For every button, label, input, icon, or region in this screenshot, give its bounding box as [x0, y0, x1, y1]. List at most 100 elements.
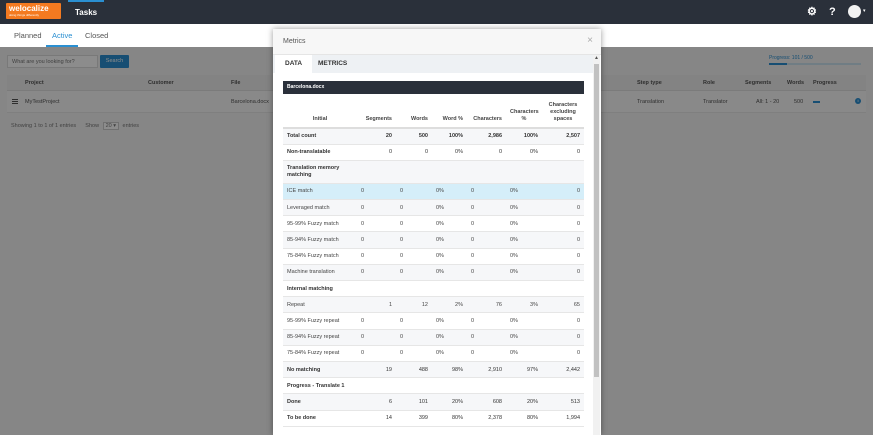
cell-characters-excl-spaces: 0 — [542, 199, 584, 217]
cell-characters: 0 — [467, 312, 506, 330]
cell-word-pct: 100% — [432, 128, 467, 145]
tab-data[interactable]: DATA — [275, 55, 313, 73]
close-icon[interactable]: × — [587, 35, 593, 46]
cell-words: 0 — [396, 264, 432, 282]
cell-characters-pct: 0% — [506, 231, 542, 249]
cell-role: Translator — [703, 99, 728, 105]
cell-word-pct: 0% — [432, 264, 467, 282]
overall-progress-bar — [769, 63, 861, 65]
info-icon[interactable]: i — [855, 98, 861, 104]
cell-characters: 76 — [467, 296, 506, 314]
row-progress-bar — [813, 101, 820, 103]
pagination-info: Showing 1 to 1 of 1 entries Show 20 ▾ en… — [11, 122, 139, 130]
header-characters-excl-spaces: Characters excluding spaces — [542, 94, 584, 129]
cell-characters: 2,910 — [467, 361, 506, 379]
row-label: 85-94% Fuzzy repeat — [283, 329, 357, 346]
menu-icon[interactable] — [12, 99, 18, 104]
header-segments: Segments — [357, 94, 396, 129]
page-size-value: 20 — [105, 123, 112, 129]
modal-scrollbar[interactable]: ▲ — [593, 55, 600, 435]
row-label: No matching — [283, 361, 357, 379]
logo-text: welocalize — [9, 4, 49, 13]
help-icon[interactable]: ? — [829, 6, 836, 18]
col-role[interactable]: Role — [703, 80, 715, 86]
tab-active[interactable]: Active — [46, 24, 79, 47]
tab-planned[interactable]: Planned — [14, 31, 42, 40]
cell-word-pct: 0% — [432, 199, 467, 217]
cell-characters: 2,378 — [467, 410, 506, 427]
cell-words: 0 — [396, 248, 432, 265]
col-progress[interactable]: Progress — [813, 80, 837, 86]
cell-characters-pct: 0% — [506, 199, 542, 217]
row-label: Non-translatable — [283, 144, 357, 161]
page-size-select[interactable]: 20 ▾ — [102, 122, 120, 130]
cell-characters-excl-spaces: 0 — [542, 312, 584, 330]
scroll-up-icon[interactable]: ▲ — [594, 55, 599, 61]
cell-word-pct: 20% — [432, 393, 467, 411]
tab-metrics[interactable]: METRICS — [318, 60, 348, 67]
entries-label: entries — [122, 123, 140, 129]
metrics-row-fuzzy-repeat-85-94: 85-94% Fuzzy repeat 0 0 0% 0 0% 0 — [283, 329, 584, 346]
chevron-down-icon[interactable]: ▾ — [863, 8, 866, 14]
search-button[interactable]: Search — [100, 55, 129, 68]
cell-segments: 14 — [357, 410, 396, 427]
row-label: Repeat — [283, 296, 357, 314]
cell-characters-excl-spaces: 0 — [542, 144, 584, 161]
cell-characters-pct: 0% — [506, 264, 542, 282]
gear-icon[interactable]: ⚙ — [807, 6, 817, 18]
metrics-section-progress: Progress - Translate 1 — [283, 377, 584, 395]
cell-words: 399 — [396, 410, 432, 427]
metrics-row-done: Done 6 101 20% 608 20% 513 — [283, 393, 584, 411]
cell-words: 0 — [396, 183, 432, 201]
section-label: Internal matching — [283, 280, 357, 298]
col-step-type[interactable]: Step type — [637, 80, 662, 86]
cell-segments: 1 — [357, 296, 396, 314]
cell-words: 101 — [396, 393, 432, 411]
cell-word-pct: 0% — [432, 329, 467, 346]
col-words[interactable]: Words — [787, 80, 805, 86]
cell-characters-pct: 0% — [506, 215, 542, 233]
cell-characters-pct: 100% — [506, 128, 542, 145]
nav-tasks[interactable]: Tasks — [68, 0, 105, 24]
cell-characters: 0 — [467, 248, 506, 265]
cell-words: 500 — [794, 99, 804, 105]
cell-word-pct: 98% — [432, 361, 467, 379]
top-nav-bar: welocalize doing things differently Task… — [0, 0, 873, 24]
cell-characters: 2,986 — [467, 128, 506, 145]
cell-characters-pct: 3% — [506, 296, 542, 314]
metrics-row-fuzzy-95-99: 95-99% Fuzzy match 0 0 0% 0 0% 0 — [283, 215, 584, 233]
search-input[interactable] — [7, 55, 98, 68]
col-segments[interactable]: Segments — [745, 80, 772, 86]
cell-segments: 0 — [357, 183, 396, 201]
tab-closed[interactable]: Closed — [85, 31, 109, 40]
cell-file: Barcelona.docx — [231, 99, 269, 105]
welocalize-logo[interactable]: welocalize doing things differently — [6, 3, 61, 19]
scroll-thumb[interactable] — [594, 64, 599, 377]
row-label: 95-99% Fuzzy match — [283, 215, 357, 233]
col-customer[interactable]: Customer — [148, 80, 174, 86]
metrics-row-ice-match: ICE match 0 0 0% 0 0% 0 — [283, 183, 584, 201]
cell-characters-excl-spaces: 0 — [542, 345, 584, 362]
header-characters-pct: Characters % — [506, 94, 542, 129]
cell-characters-pct: 0% — [506, 345, 542, 362]
row-label: To be done — [283, 410, 357, 427]
row-label: Leveraged match — [283, 199, 357, 217]
col-project[interactable]: Project — [25, 80, 44, 86]
cell-word-pct: 80% — [432, 410, 467, 427]
cell-characters-excl-spaces: 2,507 — [542, 128, 584, 145]
col-file[interactable]: File — [231, 80, 241, 86]
file-name-bar: Barcelona.docx — [283, 81, 584, 94]
cell-words: 0 — [396, 231, 432, 249]
metrics-header-row: Initial Segments Words Word % Characters… — [283, 94, 584, 129]
section-label: Progress - Translate 1 — [283, 377, 432, 395]
logo-tagline: doing things differently — [9, 13, 39, 17]
row-label: 75-84% Fuzzy repeat — [283, 345, 357, 362]
cell-words: 488 — [396, 361, 432, 379]
row-label: ICE match — [283, 183, 357, 201]
cell-characters-pct: 0% — [506, 329, 542, 346]
cell-characters: 0 — [467, 183, 506, 201]
row-label: Machine translation — [283, 264, 357, 282]
cell-characters: 608 — [467, 393, 506, 411]
metrics-row-machine-translation: Machine translation 0 0 0% 0 0% 0 — [283, 264, 584, 282]
avatar[interactable] — [848, 5, 861, 18]
